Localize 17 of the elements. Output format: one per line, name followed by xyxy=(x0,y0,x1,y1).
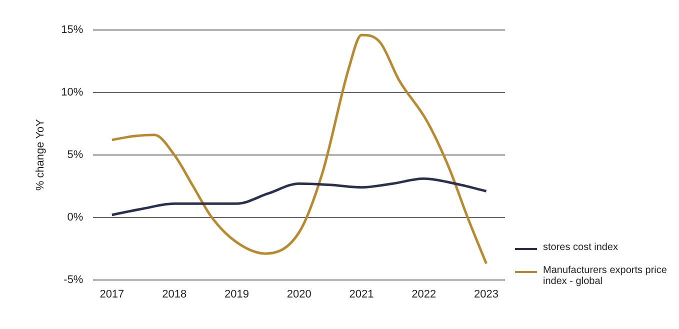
y-tick-label: 5% xyxy=(67,148,84,161)
legend-label: stores cost index xyxy=(543,242,618,253)
y-tick-label: 0% xyxy=(67,211,84,224)
y-tick-label: 15% xyxy=(61,24,84,36)
x-tick-label: 2018 xyxy=(162,288,187,300)
legend-label: Manufacturers exports price index - global xyxy=(543,265,668,287)
y-axis-title: % change YoY xyxy=(34,118,47,191)
y-tick-label: -5% xyxy=(64,274,84,286)
line-series xyxy=(110,177,488,216)
x-tick-label: 2020 xyxy=(286,288,312,300)
x-tick-label: 2021 xyxy=(349,288,374,300)
x-tick-label: 2019 xyxy=(224,288,249,300)
y-tick-label: 10% xyxy=(61,86,84,98)
line-series xyxy=(110,34,488,265)
x-tick-label: 2022 xyxy=(412,288,436,300)
x-tick-label: 2017 xyxy=(100,288,124,300)
x-tick-label: 2023 xyxy=(474,288,499,300)
